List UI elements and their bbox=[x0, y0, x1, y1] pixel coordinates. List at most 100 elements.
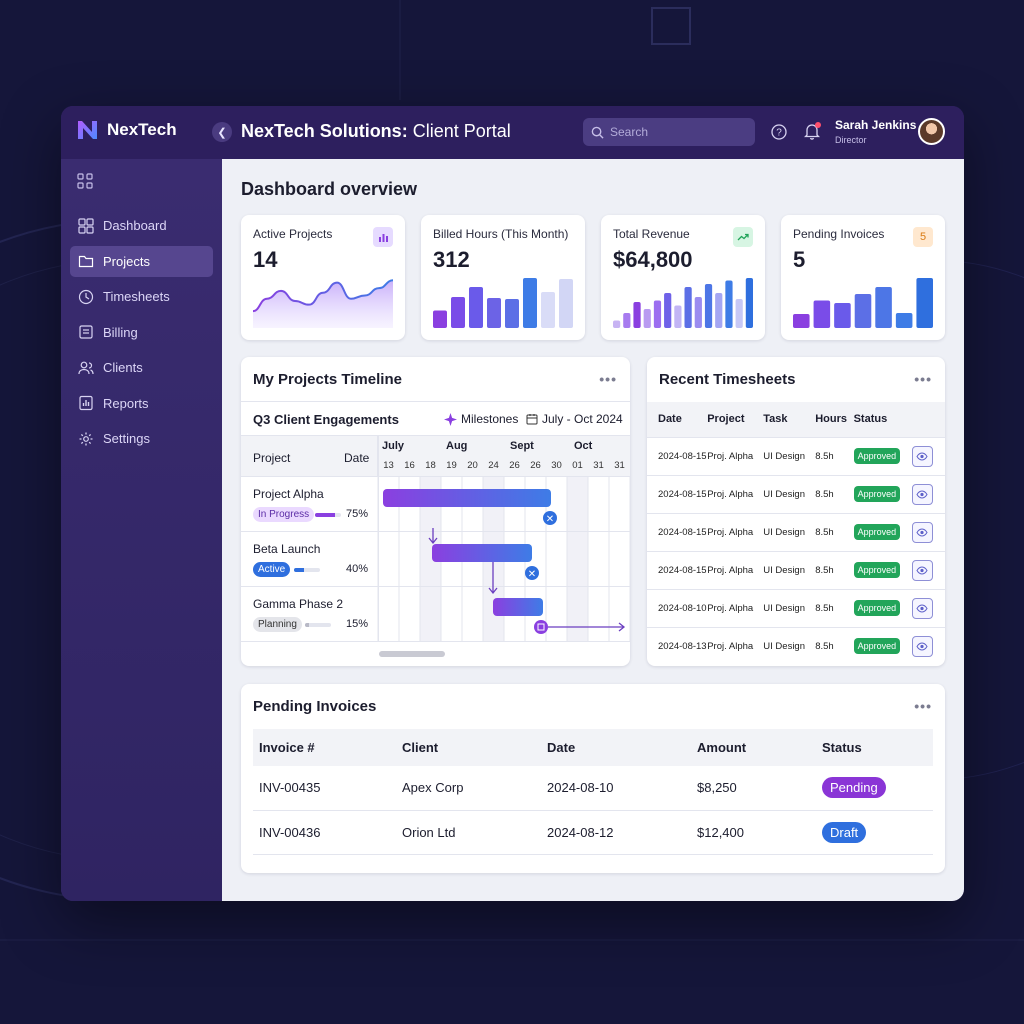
ts-status-cell: Approved bbox=[853, 588, 912, 627]
notifications-button[interactable] bbox=[803, 122, 821, 145]
kpi-bar bbox=[725, 280, 733, 328]
collapse-sidebar-button[interactable]: ❮ bbox=[212, 122, 232, 142]
app-window: NexTech ❮ NexTech Solutions: Client Port… bbox=[61, 106, 964, 901]
status-badge: Approved bbox=[853, 561, 901, 578]
help-button[interactable]: ? bbox=[771, 124, 787, 145]
ts-status-cell: Approved bbox=[853, 626, 912, 665]
gantt-day: 18 bbox=[425, 460, 436, 471]
table-row[interactable]: INV-00435 Apex Corp 2024-08-10 $8,250 Pendin… bbox=[253, 766, 933, 811]
view-button[interactable] bbox=[911, 635, 933, 657]
top-bar: NexTech ❮ NexTech Solutions: Client Port… bbox=[61, 106, 964, 159]
ts-hours: 8.5h bbox=[815, 588, 854, 627]
gantt-bar-project-alpha[interactable] bbox=[383, 489, 551, 507]
brand-logo[interactable]: NexTech bbox=[77, 120, 177, 140]
ts-date: 2024-08-13 bbox=[647, 626, 708, 665]
view-button[interactable] bbox=[911, 521, 933, 543]
search-box[interactable] bbox=[583, 118, 755, 146]
kpi-value: 5 bbox=[793, 247, 806, 272]
app-title: NexTech Solutions: Client Portal bbox=[241, 121, 511, 142]
gantt-row-gamma-phase-2[interactable]: Gamma Phase 2 Planning 15% bbox=[241, 587, 630, 642]
pending-invoices-card: Pending Invoices ••• Invoice # Client Da… bbox=[241, 684, 945, 873]
chevron-left-icon: ❮ bbox=[217, 126, 227, 139]
ts-date: 2024-08-15 bbox=[647, 550, 708, 589]
view-button[interactable] bbox=[911, 597, 933, 619]
ts-date: 2024-08-10 bbox=[647, 588, 708, 627]
sidebar-item-settings[interactable]: Settings bbox=[70, 423, 213, 454]
kpi-bar bbox=[684, 287, 692, 328]
kpi-bar bbox=[916, 278, 933, 328]
ts-status-cell: Approved bbox=[853, 550, 912, 589]
eye-icon bbox=[916, 489, 928, 499]
progress-bar-fill bbox=[305, 623, 309, 627]
table-row[interactable]: 2024-08-15 Proj. Alpha UI Design 8.5h Approv… bbox=[647, 512, 945, 551]
table-row[interactable]: 2024-08-15 Proj. Alpha UI Design 8.5h Approv… bbox=[647, 474, 945, 513]
ts-project: Proj. Alpha bbox=[707, 626, 764, 665]
ts-status-cell: Approved bbox=[853, 474, 912, 513]
sidebar-item-dashboard[interactable]: Dashboard bbox=[70, 210, 213, 241]
sidebar-item-billing[interactable]: Billing bbox=[70, 317, 213, 348]
milestones-label: Milestones bbox=[461, 412, 519, 426]
ts-task: UI Design bbox=[763, 474, 816, 513]
gantt-row-beta-launch[interactable]: Beta Launch Active 40% bbox=[241, 532, 630, 587]
column-header: Task bbox=[763, 402, 816, 437]
invoice-number: INV-00436 bbox=[253, 810, 396, 855]
gantt-row-project-alpha[interactable]: Project Alpha In Progress 75% bbox=[241, 477, 630, 532]
table-row[interactable]: INV-00436 Orion Ltd 2024-08-12 $12,400 Draft bbox=[253, 810, 933, 855]
kpi-card-total-revenue[interactable]: Total Revenue $64,800 bbox=[601, 215, 765, 340]
trend-up-icon bbox=[737, 233, 749, 241]
view-button[interactable] bbox=[911, 445, 933, 467]
date-range-picker[interactable]: July - Oct 2024 bbox=[526, 412, 623, 426]
progress-bar-fill bbox=[294, 568, 305, 572]
gantt-day: 30 bbox=[551, 460, 562, 471]
sidebar-item-timesheets[interactable]: Timesheets bbox=[70, 281, 213, 312]
status-badge[interactable]: Pending bbox=[822, 777, 886, 799]
kpi-bar bbox=[745, 278, 753, 328]
view-button[interactable] bbox=[911, 559, 933, 581]
sidebar-item-reports[interactable]: Reports bbox=[70, 388, 213, 419]
progress-bar bbox=[315, 513, 341, 517]
horizontal-scrollbar[interactable] bbox=[379, 651, 445, 657]
ts-status-cell: Approved bbox=[853, 436, 912, 475]
table-header-row: Invoice # Client Date Amount Status bbox=[253, 729, 933, 766]
search-input[interactable] bbox=[610, 125, 740, 139]
sidebar-item-projects[interactable]: Projects bbox=[70, 245, 213, 277]
view-button[interactable] bbox=[911, 483, 933, 505]
gantt-days: 13 16 18 19 20 24 26 26 30 01 31 31 bbox=[378, 456, 630, 477]
more-options-icon[interactable]: ••• bbox=[914, 371, 932, 387]
more-options-icon[interactable]: ••• bbox=[599, 371, 617, 387]
ts-task: UI Design bbox=[763, 436, 816, 475]
table-row[interactable]: 2024-08-13 Proj. Alpha UI Design 8.5h Approv… bbox=[647, 626, 945, 665]
app-title-bold: NexTech Solutions: bbox=[241, 121, 408, 141]
page-title: Dashboard overview bbox=[241, 179, 418, 199]
sidebar-item-clients[interactable]: Clients bbox=[70, 352, 213, 383]
user-menu[interactable]: Sarah Jenkins Director bbox=[835, 118, 916, 145]
kpi-bar bbox=[664, 293, 672, 328]
clock-icon bbox=[78, 289, 94, 304]
avatar[interactable] bbox=[918, 118, 945, 145]
table-row[interactable]: 2024-08-10 Proj. Alpha UI Design 8.5h Approv… bbox=[647, 588, 945, 627]
ts-hours: 8.5h bbox=[815, 474, 854, 513]
apps-grid-icon[interactable] bbox=[77, 173, 93, 189]
milestone-marker[interactable] bbox=[525, 566, 539, 580]
sidebar-item-label: Dashboard bbox=[103, 218, 167, 233]
more-options-icon[interactable]: ••• bbox=[914, 698, 932, 714]
kpi-card-pending-invoices[interactable]: Pending Invoices 5 5 bbox=[781, 215, 945, 340]
gantt-bar-gamma-phase-2[interactable] bbox=[493, 598, 543, 616]
milestone-marker[interactable] bbox=[534, 620, 548, 634]
bar-chart-icon bbox=[378, 233, 388, 242]
table-row[interactable]: 2024-08-15 Proj. Alpha UI Design 8.5h Approv… bbox=[647, 436, 945, 475]
kpi-card-active-projects[interactable]: Active Projects 14 bbox=[241, 215, 405, 340]
gantt-col-project: Project bbox=[253, 451, 291, 465]
ts-hours: 8.5h bbox=[815, 512, 854, 551]
gantt-bar-beta-launch[interactable] bbox=[432, 544, 532, 562]
kpi-card-billed-hours[interactable]: Billed Hours (This Month) 312 bbox=[421, 215, 585, 340]
table-row[interactable]: 2024-08-15 Proj. Alpha UI Design 8.5h Approv… bbox=[647, 550, 945, 589]
date-range-label: July - Oct 2024 bbox=[542, 412, 623, 426]
timeline-subtitle: Q3 Client Engagements bbox=[253, 412, 399, 427]
status-badge[interactable]: Draft bbox=[822, 821, 867, 843]
progress-percent: 40% bbox=[346, 563, 369, 575]
milestone-marker-icon: ✕ bbox=[546, 514, 554, 525]
invoices-table: Invoice # Client Date Amount Status INV-… bbox=[253, 729, 933, 855]
milestones-legend[interactable]: Milestones bbox=[444, 412, 518, 426]
milestone-marker[interactable] bbox=[543, 511, 557, 525]
